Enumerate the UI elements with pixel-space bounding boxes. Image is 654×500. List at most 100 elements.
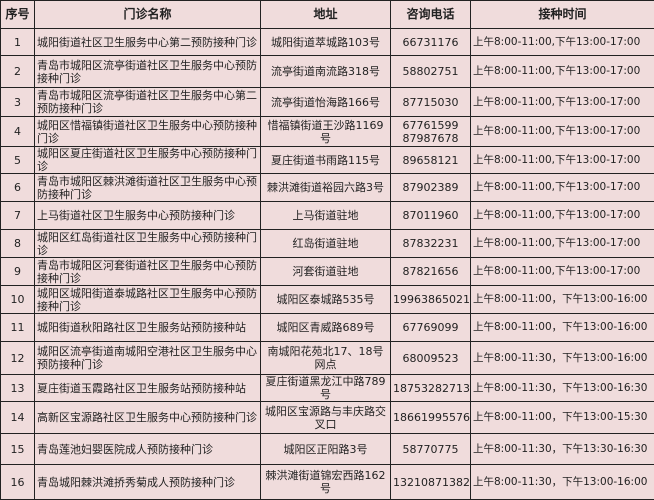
vaccination-time: 上午8:00-11:00,下午13:00-17:00 <box>470 201 654 230</box>
row-index: 1 <box>0 28 35 56</box>
address: 上马街道驻地 <box>260 201 391 230</box>
address: 城阳区泰城路535号 <box>260 285 391 314</box>
vaccination-time: 上午8:00-11:00，下午13:00-15:30 <box>470 401 654 434</box>
phone: 87902389 <box>390 173 471 202</box>
header-phone: 咨询电话 <box>390 0 471 29</box>
clinic-name: 青岛莲池妇婴医院成人预防接种门诊 <box>34 433 261 465</box>
clinic-name: 青岛市城阳区河套街道社区卫生服务中心预防接种门诊 <box>34 257 261 286</box>
clinic-name: 城阳区夏庄街道社区卫生服务中心预防接种门诊 <box>34 146 261 174</box>
address: 棘洪滩街道裕园六路3号 <box>260 173 391 202</box>
address: 棘洪滩街道锦宏西路162号 <box>260 464 391 500</box>
clinic-name: 城阳区惜福镇街道社区卫生服务中心预防接种门诊 <box>34 116 261 147</box>
table-row: 3 青岛市城阳区流亭街道社区卫生服务中心第二预防接种门诊 流亭街道怡海路166号 87… <box>0 87 654 117</box>
clinic-name: 夏庄街道玉霞路社区卫生服务站预防接种站 <box>34 374 261 402</box>
phone: 19963865021 <box>390 285 471 314</box>
phone: 58802751 <box>390 55 471 88</box>
table-row: 13 夏庄街道玉霞路社区卫生服务站预防接种站 夏庄街道黑龙江中路789号 187532… <box>0 374 654 402</box>
phone: 18753282713 <box>390 374 471 402</box>
header-row: 序号 门诊名称 地址 咨询电话 接种时间 <box>0 0 654 29</box>
table-row: 2 青岛市城阳区流亭街道社区卫生服务中心预防接种门诊 流亭街道南流路318号 5880… <box>0 55 654 88</box>
table-row: 8 城阳区红岛街道社区卫生服务中心预防接种门诊 红岛街道驻地 87832231 上午8:… <box>0 229 654 258</box>
row-index: 9 <box>0 257 35 286</box>
table-row: 5 城阳区夏庄街道社区卫生服务中心预防接种门诊 夏庄街道书雨路115号 8965812… <box>0 146 654 174</box>
table-row: 6 青岛市城阳区棘洪滩街道社区卫生服务中心预防接种门诊 棘洪滩街道裕园六路3号 879… <box>0 173 654 202</box>
vaccination-time: 上午8:00-11:30，下午13:00-16:00 <box>470 464 654 500</box>
row-index: 2 <box>0 55 35 88</box>
row-index: 11 <box>0 313 35 342</box>
address: 南城阳花苑北17、18号网点 <box>260 341 391 375</box>
clinic-name: 城阳区红岛街道社区卫生服务中心预防接种门诊 <box>34 229 261 258</box>
vaccination-time: 上午8:00-11:00,下午13:00-17:00 <box>470 173 654 202</box>
row-index: 13 <box>0 374 35 402</box>
row-index: 7 <box>0 201 35 230</box>
row-index: 10 <box>0 285 35 314</box>
address: 夏庄街道黑龙江中路789号 <box>260 374 391 402</box>
vaccination-time: 上午8:00-11:30，下午13:30-16:30 <box>470 433 654 465</box>
vaccination-time: 上午8:00-11:00,下午13:00-17:00 <box>470 28 654 56</box>
clinic-name: 上马街道社区卫生服务中心预防接种门诊 <box>34 201 261 230</box>
address: 城阳区正阳路3号 <box>260 433 391 465</box>
address: 惜福镇街道王沙路1169号 <box>260 116 391 147</box>
clinic-name: 城阳街道社区卫生服务中心第二预防接种门诊 <box>34 28 261 56</box>
phone: 87715030 <box>390 87 471 117</box>
clinic-name: 青岛市城阳区流亭街道社区卫生服务中心预防接种门诊 <box>34 55 261 88</box>
vaccination-time: 上午8:00-11:30，下午13:00-16:00 <box>470 341 654 375</box>
phone: 67761599 87987678 <box>390 116 471 147</box>
row-index: 4 <box>0 116 35 147</box>
clinic-name: 高新区宝源路社区卫生服务中心预防接种门诊 <box>34 401 261 434</box>
address: 红岛街道驻地 <box>260 229 391 258</box>
clinic-name: 青岛市城阳区流亭街道社区卫生服务中心第二预防接种门诊 <box>34 87 261 117</box>
row-index: 6 <box>0 173 35 202</box>
phone: 66731176 <box>390 28 471 56</box>
vaccination-time: 上午8:00-11:00，下午13:00-16:00 <box>470 313 654 342</box>
table-row: 7 上马街道社区卫生服务中心预防接种门诊 上马街道驻地 87011960 上午8:00-… <box>0 201 654 230</box>
table-row: 14 高新区宝源路社区卫生服务中心预防接种门诊 城阳区宝源路与丰庆路交叉口 18661… <box>0 401 654 434</box>
address: 夏庄街道书雨路115号 <box>260 146 391 174</box>
address: 城阳区青威路689号 <box>260 313 391 342</box>
vaccination-time: 上午8:00-11:00,下午13:00-17:00 <box>470 116 654 147</box>
phone: 18661995576 <box>390 401 471 434</box>
phone: 13210871382 <box>390 464 471 500</box>
address: 流亭街道南流路318号 <box>260 55 391 88</box>
table-row: 11 城阳街道秋阳路社区卫生服务站预防接种站 城阳区青威路689号 67769099 上… <box>0 313 654 342</box>
vaccination-time: 上午8:00-11:00,下午13:00-17:00 <box>470 229 654 258</box>
phone: 68009523 <box>390 341 471 375</box>
address: 流亭街道怡海路166号 <box>260 87 391 117</box>
address: 城阳区宝源路与丰庆路交叉口 <box>260 401 391 434</box>
phone: 87821656 <box>390 257 471 286</box>
address: 城阳街道萃城路103号 <box>260 28 391 56</box>
header-clinic-name: 门诊名称 <box>34 0 261 29</box>
row-index: 16 <box>0 464 35 500</box>
header-address: 地址 <box>260 0 391 29</box>
phone: 58770775 <box>390 433 471 465</box>
vaccination-time: 上午8:00-11:00,下午13:00-17:00 <box>470 257 654 286</box>
table-row: 15 青岛莲池妇婴医院成人预防接种门诊 城阳区正阳路3号 58770775 上午8:00… <box>0 433 654 465</box>
address: 河套街道驻地 <box>260 257 391 286</box>
header-time: 接种时间 <box>470 0 654 29</box>
vaccination-time: 上午8:00-11:30，下午13:00-16:30 <box>470 374 654 402</box>
row-index: 15 <box>0 433 35 465</box>
clinic-name: 城阳区流亭街道南城阳空港社区卫生服务中心预防接种门诊 <box>34 341 261 375</box>
vaccination-time: 上午8:00-11:00，下午13:00-16:00 <box>470 285 654 314</box>
vaccination-time: 上午8:00-11:00,下午13:00-17:00 <box>470 55 654 88</box>
row-index: 12 <box>0 341 35 375</box>
clinic-name: 青岛城阳棘洪滩挢秀菊成人预防接种门诊 <box>34 464 261 500</box>
clinic-name: 城阳区城阳街道泰城路社区卫生服务中心预防接种门诊 <box>34 285 261 314</box>
row-index: 3 <box>0 87 35 117</box>
table-row: 1 城阳街道社区卫生服务中心第二预防接种门诊 城阳街道萃城路103号 66731176… <box>0 28 654 56</box>
clinic-name: 青岛市城阳区棘洪滩街道社区卫生服务中心预防接种门诊 <box>34 173 261 202</box>
table-row: 12 城阳区流亭街道南城阳空港社区卫生服务中心预防接种门诊 南城阳花苑北17、18号… <box>0 341 654 375</box>
table-row: 16 青岛城阳棘洪滩挢秀菊成人预防接种门诊 棘洪滩街道锦宏西路162号 1321087… <box>0 464 654 500</box>
row-index: 8 <box>0 229 35 258</box>
row-index: 14 <box>0 401 35 434</box>
vaccination-time: 上午8:00-11:00,下午13:00-17:00 <box>470 87 654 117</box>
row-index: 5 <box>0 146 35 174</box>
table-row: 9 青岛市城阳区河套街道社区卫生服务中心预防接种门诊 河套街道驻地 87821656 上… <box>0 257 654 286</box>
vaccination-time: 上午8:00-11:00,下午13:00-17:00 <box>470 146 654 174</box>
phone: 87011960 <box>390 201 471 230</box>
phone: 87832231 <box>390 229 471 258</box>
phone: 89658121 <box>390 146 471 174</box>
header-index: 序号 <box>0 0 35 29</box>
table-row: 4 城阳区惜福镇街道社区卫生服务中心预防接种门诊 惜福镇街道王沙路1169号 6776… <box>0 116 654 147</box>
